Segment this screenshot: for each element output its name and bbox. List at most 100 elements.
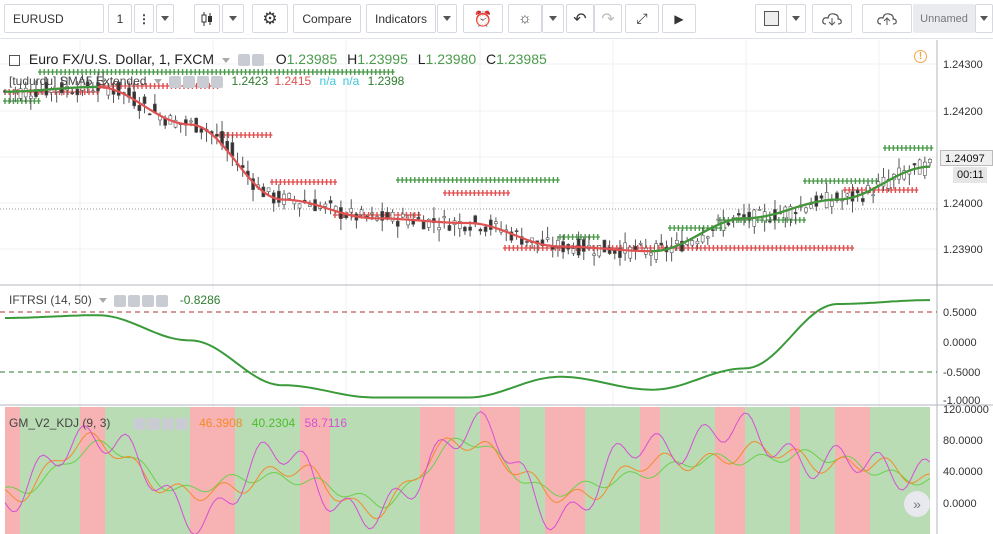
- candle-body: [488, 219, 493, 230]
- chart-style-button[interactable]: [194, 4, 220, 33]
- open-value: 1.23985: [286, 51, 338, 67]
- add-icon[interactable]: [161, 417, 174, 430]
- kdj-band: [480, 407, 520, 534]
- save-button[interactable]: [862, 4, 912, 33]
- add-icon[interactable]: [142, 294, 155, 307]
- double-chevron-right-icon: »: [913, 496, 921, 512]
- candle-body: [902, 170, 906, 180]
- price-axis[interactable]: 1.24300 1.24200 1.24000 1.23900 0.5000 0…: [943, 59, 989, 510]
- load-button[interactable]: [812, 4, 852, 33]
- interval-more-icon[interactable]: ⋮: [134, 4, 154, 33]
- sma-value: n/a: [319, 74, 337, 88]
- collapse-pane-icon[interactable]: [9, 54, 20, 66]
- indicators-label: Indicators: [374, 11, 428, 26]
- close-icon[interactable]: [211, 75, 224, 88]
- kdj-j-value: 58.7116: [304, 416, 348, 430]
- candle-body: [923, 161, 927, 176]
- close-icon[interactable]: [175, 417, 188, 430]
- current-price-tag: 1.24097: [940, 150, 993, 166]
- kdj-band: [715, 407, 745, 534]
- candle-body: [514, 230, 519, 232]
- kdj-legend: GM_V2_KDJ (9, 3) 46.3908 40.2304 58.7116: [9, 416, 347, 430]
- settings-mini-icon[interactable]: [147, 417, 160, 430]
- candle-body: [463, 226, 467, 232]
- candle-body: [416, 217, 421, 220]
- candle-body: [680, 240, 684, 252]
- candle-body: [731, 216, 736, 219]
- candle-body: [721, 220, 726, 231]
- close-icon[interactable]: [156, 294, 169, 307]
- eye-icon[interactable]: [133, 417, 146, 430]
- candle-body: [80, 79, 85, 91]
- interval-dropdown[interactable]: [156, 4, 174, 33]
- redo-icon: ↷: [601, 10, 615, 28]
- kdj-d-line: [4, 437, 931, 509]
- candle-body: [437, 227, 441, 231]
- iftrsi-axis-label: 0.5000: [943, 307, 977, 319]
- chevron-down-icon[interactable]: [221, 57, 230, 63]
- scroll-to-realtime-button[interactable]: »: [904, 491, 930, 517]
- layout-name-dropdown[interactable]: [975, 4, 993, 33]
- sma-line-rising: [5, 85, 931, 253]
- candle-body: [401, 213, 405, 218]
- candle-body: [199, 128, 204, 133]
- add-icon[interactable]: [197, 75, 210, 88]
- candle-body: [137, 105, 142, 112]
- indicators-dropdown[interactable]: [437, 4, 457, 33]
- layout-dropdown[interactable]: [786, 4, 806, 33]
- sma-value: 1.2398: [367, 74, 405, 88]
- chart-style-dropdown[interactable]: [222, 4, 244, 33]
- layout-square-icon: [763, 11, 779, 26]
- candle-body: [809, 204, 813, 209]
- layout-name-button[interactable]: Unnamed: [913, 4, 975, 33]
- redo-button[interactable]: ↷: [594, 4, 622, 33]
- chart-canvas[interactable]: 1.24300 1.24200 1.24000 1.23900 0.5000 0…: [0, 39, 993, 534]
- candle-body: [623, 242, 627, 254]
- interval-text: 1: [116, 11, 124, 26]
- hint-button[interactable]: ☼: [508, 4, 542, 33]
- candle-body: [757, 209, 762, 211]
- chevron-down-icon[interactable]: [153, 79, 162, 85]
- close-value: 1.23985: [496, 51, 547, 67]
- fullscreen-button[interactable]: ⤢: [625, 4, 659, 33]
- compare-button[interactable]: Compare: [293, 4, 361, 33]
- candle-body: [395, 220, 400, 227]
- alert-button[interactable]: ⏰: [463, 4, 503, 33]
- candle-body: [215, 133, 219, 137]
- chevron-down-icon[interactable]: [99, 298, 108, 304]
- eye-icon[interactable]: [169, 75, 182, 88]
- candle-body: [189, 120, 193, 123]
- eye-icon[interactable]: [114, 294, 127, 307]
- settings-mini-icon[interactable]: [251, 54, 264, 67]
- interval-button[interactable]: 1: [108, 4, 132, 33]
- settings-mini-icon[interactable]: [128, 294, 141, 307]
- gear-icon: ⚙: [262, 8, 278, 28]
- symbol-search[interactable]: EURUSD: [4, 4, 104, 33]
- candle-body: [736, 213, 741, 216]
- settings-mini-icon[interactable]: [237, 54, 250, 67]
- kdj-band: [790, 407, 800, 534]
- candle-body: [649, 252, 653, 256]
- hint-dropdown[interactable]: [542, 4, 564, 33]
- undo-button[interactable]: ↶: [566, 4, 594, 33]
- settings-button[interactable]: ⚙: [252, 4, 288, 33]
- kdj-k-value: 46.3908: [199, 416, 243, 430]
- candle-body: [597, 245, 602, 257]
- candle-body: [101, 79, 105, 82]
- candle-body: [116, 81, 121, 96]
- kdj-axis-label: 120.0000: [943, 404, 989, 416]
- kdj-band: [545, 407, 585, 534]
- warning-icon[interactable]: !: [914, 50, 927, 63]
- candle-body: [556, 240, 560, 248]
- candle-body: [359, 209, 364, 216]
- settings-mini-icon[interactable]: [183, 75, 196, 88]
- sma-indicator-name: [tudurdu] SMA5 Extended: [9, 74, 147, 88]
- kdj-band: [330, 407, 420, 534]
- current-price-text: 1.24097: [945, 153, 985, 165]
- indicators-button[interactable]: Indicators: [366, 4, 436, 33]
- candle-body: [602, 239, 607, 253]
- candle-body: [768, 220, 772, 223]
- candle-body: [861, 198, 865, 202]
- layout-button[interactable]: [755, 4, 787, 33]
- replay-button[interactable]: ▶: [662, 4, 696, 33]
